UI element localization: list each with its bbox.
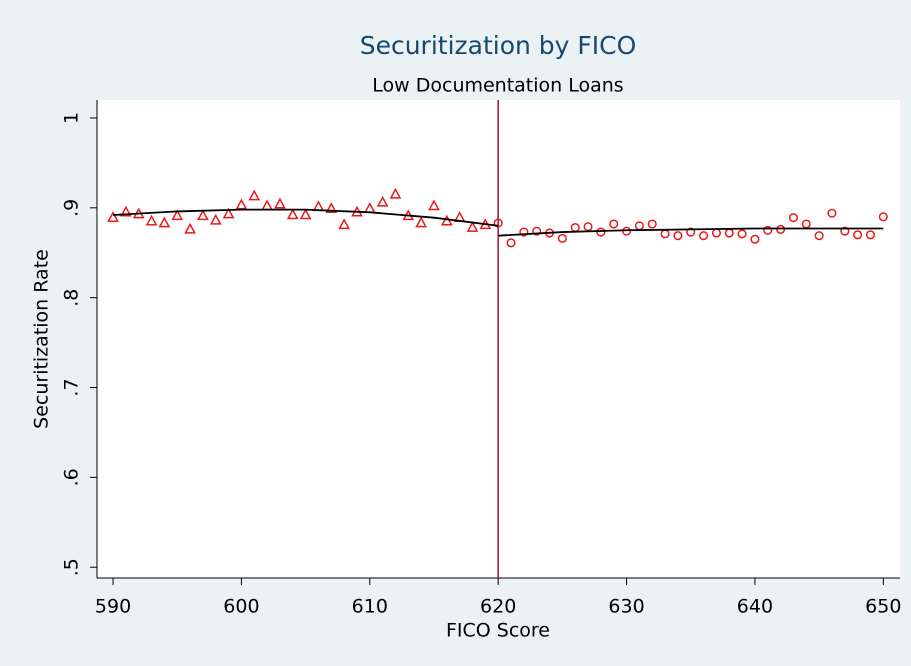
circle-marker xyxy=(532,226,542,236)
triangle-marker xyxy=(120,205,132,217)
y-tick-label: 1 xyxy=(61,112,83,124)
triangle-marker xyxy=(428,199,440,211)
y-tick-label: .6 xyxy=(61,468,83,486)
x-tick-label: 610 xyxy=(352,596,388,618)
chart-title: Securitization by FICO xyxy=(360,31,637,60)
triangle-marker xyxy=(466,221,479,232)
triangle-marker xyxy=(145,214,158,226)
circle-marker xyxy=(647,219,657,229)
circle-marker xyxy=(557,233,567,243)
x-tick-label: 640 xyxy=(737,596,773,618)
x-tick-label: 600 xyxy=(223,596,259,618)
circle-marker xyxy=(673,231,683,241)
circle-marker xyxy=(750,234,760,244)
y-tick-label: .8 xyxy=(61,289,83,307)
triangle-marker xyxy=(184,222,196,234)
x-tick-label: 630 xyxy=(608,596,644,618)
y-axis-title: Securitization Rate xyxy=(31,249,53,429)
triangle-marker xyxy=(325,202,338,213)
x-tick-label: 590 xyxy=(95,596,131,618)
fit-line xyxy=(112,208,499,227)
triangle-marker xyxy=(274,197,286,209)
y-tick-label: .9 xyxy=(61,199,83,217)
circle-marker xyxy=(878,212,888,222)
circle-marker xyxy=(519,227,529,237)
triangle-marker xyxy=(440,214,453,226)
chart-subtitle: Low Documentation Loans xyxy=(372,75,623,97)
triangle-marker xyxy=(338,218,350,230)
triangle-marker xyxy=(222,207,235,219)
triangle-marker xyxy=(248,189,261,201)
triangle-marker xyxy=(286,208,299,220)
x-tick-label: 620 xyxy=(480,596,516,618)
triangle-marker xyxy=(197,209,209,221)
circle-marker xyxy=(763,225,773,235)
triangle-marker xyxy=(376,195,389,207)
triangle-marker xyxy=(389,187,402,199)
y-tick-label: .7 xyxy=(61,378,83,396)
circle-marker xyxy=(609,219,619,229)
triangle-marker xyxy=(209,213,222,225)
circle-marker xyxy=(506,238,516,248)
triangle-marker xyxy=(235,198,248,210)
triangle-marker xyxy=(299,208,312,220)
triangle-marker xyxy=(415,216,428,228)
circle-marker xyxy=(814,231,824,241)
fit-line xyxy=(498,227,884,237)
y-tick-label: .5 xyxy=(61,558,83,576)
triangle-marker xyxy=(107,211,119,222)
circle-marker xyxy=(737,229,747,239)
triangle-marker xyxy=(158,216,171,228)
circle-marker xyxy=(686,227,696,237)
triangle-marker xyxy=(171,209,184,221)
circle-marker xyxy=(788,213,798,223)
x-tick-label: 650 xyxy=(865,596,901,618)
circle-marker xyxy=(840,226,850,236)
circle-marker xyxy=(596,227,606,237)
circle-marker xyxy=(865,230,876,240)
circle-marker xyxy=(699,231,709,241)
circle-marker xyxy=(493,218,503,228)
circle-marker xyxy=(853,230,863,240)
circle-marker xyxy=(827,208,837,218)
x-axis-title: FICO Score xyxy=(446,620,550,642)
